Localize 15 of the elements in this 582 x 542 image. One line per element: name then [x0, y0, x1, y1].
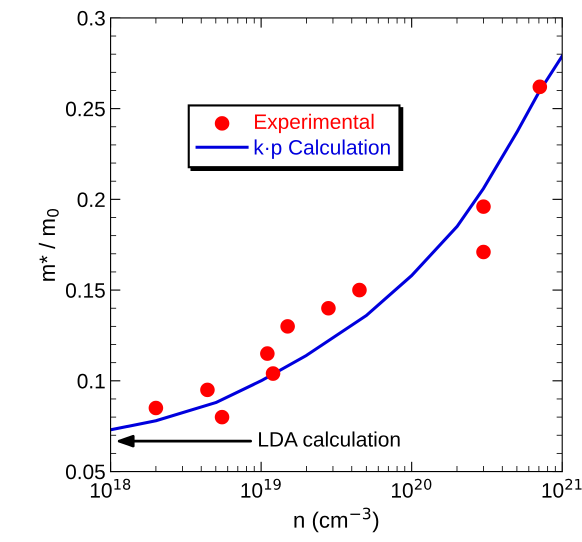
y-tick-label: 0.25: [66, 102, 105, 116]
y-axis-title: m* / m$_{0}$: [38, 209, 59, 281]
annotation: LDA calculation: [259, 431, 400, 447]
y-tick-label: 0.2: [78, 192, 105, 208]
legend-label: Experimental: [255, 114, 374, 134]
legend-label: k·p Calculation: [254, 139, 390, 159]
x-tick-label: 10$^{18}$: [90, 478, 130, 498]
x-tick-label: 10$^{21}$: [542, 478, 582, 498]
y-tick-label: 0.3: [78, 10, 105, 26]
y-tick-label: 0.1: [78, 374, 105, 389]
y-tick-label: 0.05: [66, 464, 105, 480]
x-axis-title: n (cm$^{−3}$): [294, 508, 378, 532]
y-tick-label: 0.15: [66, 283, 105, 298]
x-tick-label: 10$^{19}$: [241, 478, 281, 498]
x-tick-label: 10$^{20}$: [392, 478, 432, 498]
